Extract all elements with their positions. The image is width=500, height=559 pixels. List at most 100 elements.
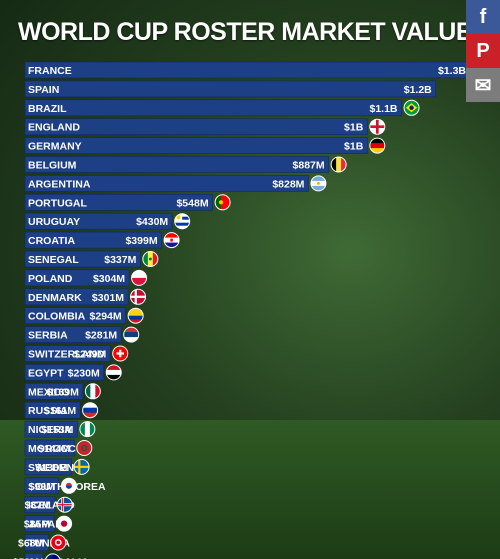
value-label: $1.2B bbox=[404, 84, 432, 96]
flag-part bbox=[128, 315, 144, 320]
category-label: PORTUGAL bbox=[28, 197, 88, 209]
flag-border bbox=[330, 156, 347, 173]
category-label: ARGENTINA bbox=[28, 178, 91, 190]
switzerland-flag bbox=[112, 346, 128, 361]
flag-part bbox=[45, 553, 53, 559]
value-label: $304M bbox=[93, 273, 125, 285]
tunisia-flag bbox=[50, 535, 66, 550]
value-label: $399M bbox=[125, 235, 157, 247]
category-label: NIGERIA bbox=[28, 424, 72, 436]
denmark-flag bbox=[130, 289, 146, 305]
morocco-flag bbox=[76, 440, 92, 456]
category-label: JAPAN bbox=[28, 519, 63, 531]
category-label: SPAIN bbox=[28, 84, 59, 96]
share-bar: f P ✉ bbox=[466, 0, 500, 102]
flag-part bbox=[375, 119, 379, 135]
flag-border bbox=[45, 553, 61, 559]
value-label: $887M bbox=[293, 160, 325, 172]
pinterest-share-button[interactable]: P bbox=[466, 34, 500, 68]
value-label: $1B bbox=[344, 141, 364, 153]
flag-border bbox=[56, 496, 73, 513]
flag-border bbox=[369, 118, 386, 135]
flag-border bbox=[174, 213, 191, 230]
flag-part bbox=[174, 222, 190, 226]
category-label: ENGLAND bbox=[28, 122, 80, 134]
value-label: $169M bbox=[47, 386, 79, 398]
bar bbox=[24, 118, 368, 135]
brazil-flag bbox=[404, 100, 420, 116]
value-label: $337M bbox=[104, 254, 136, 266]
category-label: COLOMBIA bbox=[28, 311, 86, 323]
category-label: SERBIA bbox=[28, 330, 68, 342]
flag-part bbox=[56, 540, 61, 545]
bar bbox=[24, 269, 130, 287]
russia-flag bbox=[82, 402, 98, 418]
value-label: $548M bbox=[176, 197, 208, 209]
flag-part bbox=[148, 257, 152, 261]
flag-border bbox=[127, 307, 144, 324]
flag-part bbox=[106, 369, 122, 376]
flag-part bbox=[131, 277, 147, 286]
flag-border bbox=[56, 515, 73, 532]
poland-flag bbox=[131, 270, 147, 286]
flag-part bbox=[123, 332, 139, 338]
flag-border bbox=[76, 440, 93, 456]
category-label: MOROCCO bbox=[28, 443, 84, 455]
flag-part bbox=[82, 407, 98, 413]
bar bbox=[24, 534, 49, 551]
bar bbox=[24, 61, 471, 79]
category-label: MEXICO bbox=[28, 386, 69, 398]
flag-border bbox=[60, 477, 77, 494]
category-label: BELGIUM bbox=[28, 160, 77, 172]
flag-border bbox=[142, 251, 159, 267]
flag-border bbox=[369, 137, 386, 154]
belgium-flag bbox=[331, 157, 347, 172]
facebook-share-button[interactable]: f bbox=[466, 0, 500, 34]
bar bbox=[24, 194, 213, 211]
flag-part bbox=[65, 485, 72, 489]
flag-part bbox=[57, 503, 73, 506]
category-label: POLAND bbox=[28, 273, 73, 285]
flag-part bbox=[128, 319, 144, 324]
flag-part bbox=[134, 289, 137, 305]
flag-part bbox=[123, 327, 139, 333]
email-share-button[interactable]: ✉ bbox=[466, 68, 500, 102]
flag-part bbox=[310, 185, 326, 191]
flag-part bbox=[331, 157, 337, 172]
flag-part bbox=[60, 520, 68, 527]
bar bbox=[24, 250, 141, 268]
flag-border bbox=[105, 364, 122, 381]
value-label: $1B bbox=[344, 122, 364, 134]
category-label: SWITZERLAND bbox=[28, 349, 105, 361]
bar bbox=[24, 364, 105, 381]
egypt-flag bbox=[106, 364, 122, 380]
bar bbox=[24, 439, 75, 457]
flag-border bbox=[403, 99, 420, 116]
value-label: $301M bbox=[92, 292, 124, 304]
bar bbox=[24, 553, 44, 559]
category-label: RUSSIA bbox=[28, 405, 68, 417]
flag-border bbox=[130, 288, 147, 305]
flag-part bbox=[79, 421, 86, 437]
flag-part bbox=[174, 225, 190, 229]
flag-part bbox=[84, 421, 91, 437]
flag-part bbox=[76, 440, 92, 456]
flag-part bbox=[310, 175, 326, 182]
bar bbox=[24, 477, 60, 495]
australia-flag bbox=[45, 553, 61, 559]
flag-part bbox=[128, 311, 144, 316]
flag-part bbox=[119, 349, 122, 358]
japan-flag bbox=[56, 516, 72, 532]
flag-part bbox=[106, 364, 122, 371]
colombia-flag bbox=[128, 308, 144, 324]
croatia-flag bbox=[164, 232, 180, 248]
value-label: $85M bbox=[24, 519, 51, 531]
flag-part bbox=[130, 295, 146, 298]
flag-part bbox=[336, 157, 342, 172]
flag-part bbox=[409, 105, 414, 111]
flag-border bbox=[310, 175, 327, 192]
value-label: $1.1B bbox=[370, 103, 398, 115]
flag-part bbox=[82, 412, 98, 418]
flag-part bbox=[218, 200, 224, 205]
